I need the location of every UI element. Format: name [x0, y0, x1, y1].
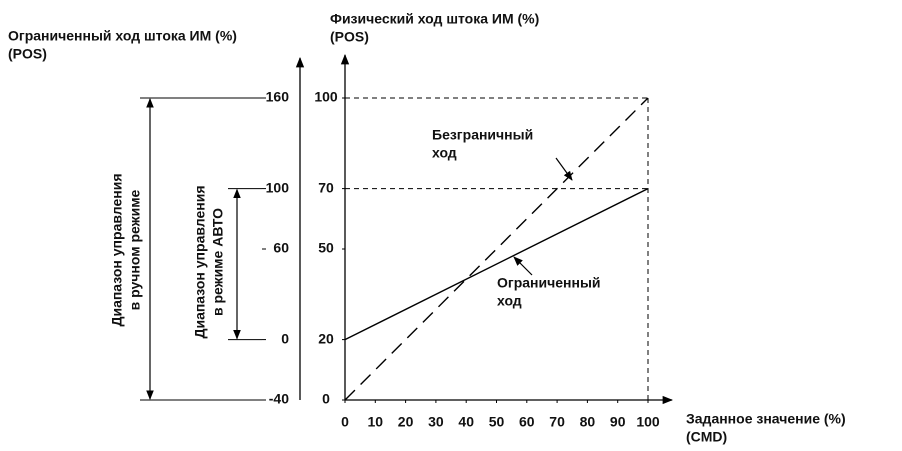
y-tick-label: 20 — [318, 330, 334, 346]
x-axis-label: (CMD) — [686, 429, 727, 445]
range-label: в режиме АВТО — [210, 208, 226, 316]
x-tick-label: 60 — [519, 414, 535, 430]
y-axis-label: Физический ход штока ИМ (%) — [330, 11, 539, 27]
y2-tick-label: 0 — [281, 330, 289, 346]
y-axis-label: (POS) — [330, 29, 369, 45]
y2-axis-label: Ограниченный ход штока ИМ (%) — [8, 28, 237, 44]
y-tick-label: 50 — [318, 240, 334, 256]
x-tick-label: 70 — [549, 414, 565, 430]
range-label: Диапазон управления — [192, 185, 208, 338]
x-tick-label: 20 — [398, 414, 414, 430]
x-tick-label: 10 — [368, 414, 384, 430]
y2-tick-label: -40 — [269, 391, 289, 407]
series-label: ход — [497, 293, 522, 309]
x-tick-label: 80 — [580, 414, 596, 430]
series-label: ход — [432, 145, 457, 161]
y-tick-label: 0 — [322, 391, 330, 407]
x-tick-label: 0 — [341, 414, 349, 430]
range-label: Диапазон управления — [109, 173, 125, 326]
y2-axis-label: (POS) — [8, 46, 47, 62]
x-tick-label: 90 — [610, 414, 626, 430]
x-axis-label: Заданное значение (%) — [686, 411, 846, 427]
x-tick-label: 40 — [458, 414, 474, 430]
y-tick-label: 100 — [314, 89, 338, 105]
x-tick-label: 100 — [636, 414, 660, 430]
y2-tick-label: 100 — [266, 179, 290, 195]
series-label: Ограниченный — [497, 275, 601, 291]
x-tick-label: 30 — [428, 414, 444, 430]
annotation-arrow — [513, 256, 533, 276]
series-line — [344, 97, 649, 401]
series-line — [344, 187, 649, 341]
y-tick-label: 70 — [318, 179, 334, 195]
y2-tick-label: 160 — [266, 89, 290, 105]
series-label: Безграничный — [432, 127, 533, 143]
y2-tick-label: 60 — [273, 240, 289, 256]
range-label: в ручном режиме — [127, 189, 143, 310]
x-tick-label: 50 — [489, 414, 505, 430]
